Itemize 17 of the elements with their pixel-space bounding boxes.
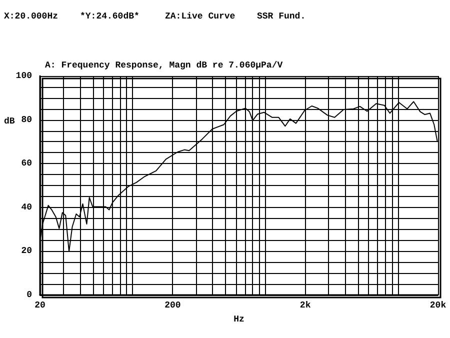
y-tick-label: 20 bbox=[21, 246, 32, 256]
x-tick-label: 20 bbox=[34, 300, 46, 310]
text: ZA:Live Curve bbox=[165, 12, 236, 22]
y-tick-label: 80 bbox=[21, 114, 32, 125]
y-tick-label: 40 bbox=[21, 202, 32, 212]
y-tick-label: 100 bbox=[16, 71, 32, 81]
y-axis-title: dB bbox=[4, 116, 16, 126]
y-tick-label: 0 bbox=[26, 290, 32, 300]
y-tick-label: 60 bbox=[21, 158, 32, 169]
text: SSR Fund. bbox=[257, 12, 306, 22]
x-tick-label: 20k bbox=[430, 300, 447, 310]
x-axis-title: Hz bbox=[234, 314, 244, 324]
text: X:20.000Hz bbox=[4, 12, 58, 22]
text: *Y:24.60dB* bbox=[80, 12, 140, 22]
x-tick-label: 2k bbox=[300, 300, 312, 310]
chart-title: A: Frequency Response, Magn dB re 7.060µPa/V bbox=[45, 60, 284, 70]
x-tick-label: 200 bbox=[164, 300, 181, 310]
